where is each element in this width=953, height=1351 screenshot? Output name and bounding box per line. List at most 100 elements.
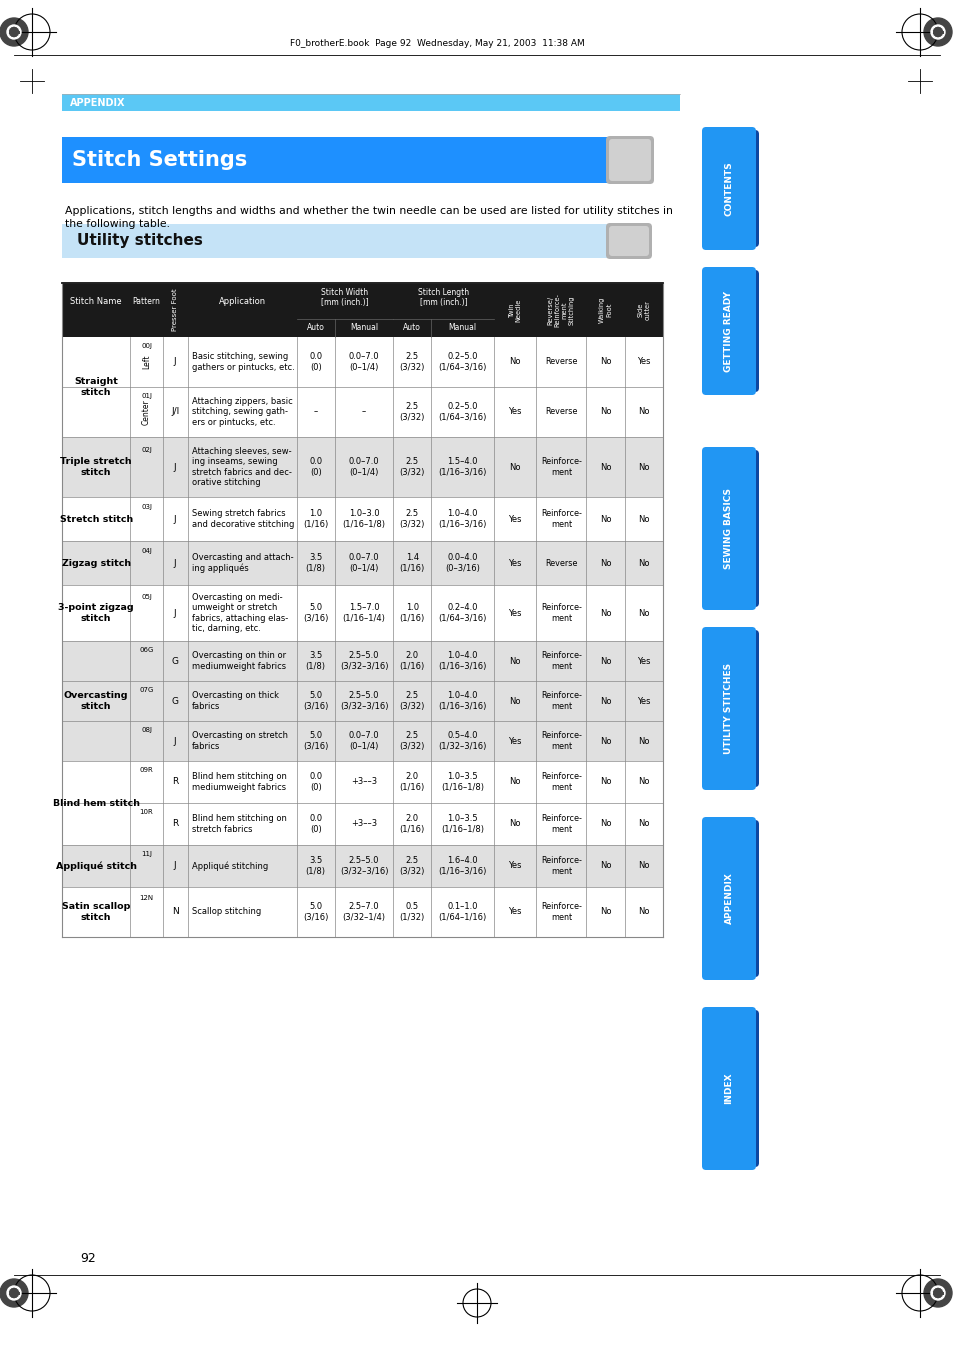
FancyBboxPatch shape bbox=[701, 127, 755, 250]
Bar bbox=[62, 336, 662, 436]
Text: Yes: Yes bbox=[508, 736, 521, 746]
Text: 0.0
(0): 0.0 (0) bbox=[309, 457, 322, 477]
Text: 03J: 03J bbox=[141, 504, 152, 509]
Text: 12N: 12N bbox=[139, 894, 153, 901]
Bar bbox=[62, 282, 662, 336]
Text: Overcasting and attach-
ing appliqués: Overcasting and attach- ing appliqués bbox=[192, 553, 294, 573]
Text: Attaching zippers, basic
stitching, sewing gath-
ers or pintucks, etc.: Attaching zippers, basic stitching, sewi… bbox=[192, 397, 293, 427]
Text: Triple stretch
stitch: Triple stretch stitch bbox=[60, 457, 132, 477]
Text: Presser Foot: Presser Foot bbox=[172, 289, 178, 331]
Text: Manual: Manual bbox=[448, 323, 476, 332]
Text: J: J bbox=[173, 358, 176, 366]
FancyBboxPatch shape bbox=[704, 130, 759, 247]
Text: 2.5–7.0
(3/32–1/4): 2.5–7.0 (3/32–1/4) bbox=[342, 902, 385, 921]
Text: No: No bbox=[599, 736, 611, 746]
Text: 1.6–4.0
(1/16–3/16): 1.6–4.0 (1/16–3/16) bbox=[438, 857, 486, 875]
Text: No: No bbox=[599, 777, 611, 786]
Text: Yes: Yes bbox=[508, 908, 521, 916]
Text: 1.0
(1/16): 1.0 (1/16) bbox=[399, 604, 424, 623]
Text: APPENDIX: APPENDIX bbox=[723, 873, 733, 924]
Text: Zigzag stitch: Zigzag stitch bbox=[62, 558, 131, 567]
Text: Reinforce-
ment: Reinforce- ment bbox=[540, 457, 581, 477]
Text: UTILITY STITCHES: UTILITY STITCHES bbox=[723, 663, 733, 754]
Text: 0.0–7.0
(0–1/4): 0.0–7.0 (0–1/4) bbox=[349, 731, 379, 751]
Text: Reverse/
Reinforce-
ment
Stitching: Reverse/ Reinforce- ment Stitching bbox=[547, 293, 575, 327]
Text: +3––3: +3––3 bbox=[351, 777, 376, 786]
Text: Twin
Needle: Twin Needle bbox=[508, 299, 521, 322]
Text: 2.5
(3/32): 2.5 (3/32) bbox=[399, 353, 425, 372]
Text: No: No bbox=[509, 657, 520, 666]
Text: 3-point zigzag
stitch: 3-point zigzag stitch bbox=[58, 604, 134, 623]
Text: No: No bbox=[638, 462, 649, 471]
Text: Blind hem stitching on
mediumweight fabrics: Blind hem stitching on mediumweight fabr… bbox=[192, 773, 287, 792]
Text: 0.1–1.0
(1/64–1/16): 0.1–1.0 (1/64–1/16) bbox=[438, 902, 486, 921]
Text: No: No bbox=[638, 820, 649, 828]
Text: 2.5
(3/32): 2.5 (3/32) bbox=[399, 857, 425, 875]
Text: 2.5
(3/32): 2.5 (3/32) bbox=[399, 403, 425, 422]
Text: Yes: Yes bbox=[508, 862, 521, 870]
FancyBboxPatch shape bbox=[701, 817, 755, 979]
Text: 0.5–4.0
(1/32–3/16): 0.5–4.0 (1/32–3/16) bbox=[438, 731, 486, 751]
Text: Utility stitches: Utility stitches bbox=[77, 234, 203, 249]
Text: J: J bbox=[173, 558, 176, 567]
Text: 02J: 02J bbox=[141, 447, 152, 453]
Text: G: G bbox=[172, 697, 178, 705]
Text: Yes: Yes bbox=[508, 408, 521, 416]
Text: 11J: 11J bbox=[141, 851, 152, 858]
FancyBboxPatch shape bbox=[608, 139, 650, 181]
Text: No: No bbox=[509, 777, 520, 786]
FancyBboxPatch shape bbox=[701, 1006, 755, 1170]
Text: Overcasting on medi-
umweight or stretch
fabrics, attaching elas-
tic, darning, : Overcasting on medi- umweight or stretch… bbox=[192, 593, 288, 634]
Text: 08J: 08J bbox=[141, 727, 152, 732]
Text: No: No bbox=[599, 408, 611, 416]
Text: No: No bbox=[599, 462, 611, 471]
Circle shape bbox=[930, 1286, 944, 1300]
Text: Stitch Settings: Stitch Settings bbox=[72, 150, 248, 170]
Text: J: J bbox=[173, 515, 176, 523]
Text: 0.0–7.0
(0–1/4): 0.0–7.0 (0–1/4) bbox=[349, 457, 379, 477]
Text: 1.5–4.0
(1/16–3/16): 1.5–4.0 (1/16–3/16) bbox=[438, 457, 486, 477]
Text: 1.0–4.0
(1/16–3/16): 1.0–4.0 (1/16–3/16) bbox=[438, 692, 486, 711]
FancyBboxPatch shape bbox=[605, 136, 654, 184]
Circle shape bbox=[7, 1286, 21, 1300]
Text: 2.5
(3/32): 2.5 (3/32) bbox=[399, 509, 425, 528]
Text: Satin scallop
stitch: Satin scallop stitch bbox=[62, 902, 131, 921]
FancyBboxPatch shape bbox=[605, 223, 651, 259]
Text: No: No bbox=[509, 358, 520, 366]
Text: Applications, stitch lengths and widths and whether the twin needle can be used : Applications, stitch lengths and widths … bbox=[65, 205, 672, 216]
FancyBboxPatch shape bbox=[701, 447, 755, 611]
Text: 3.5
(1/8): 3.5 (1/8) bbox=[305, 651, 325, 670]
Text: Stitch Name: Stitch Name bbox=[71, 296, 122, 305]
FancyBboxPatch shape bbox=[701, 267, 755, 394]
Text: 1.0–3.5
(1/16–1/8): 1.0–3.5 (1/16–1/8) bbox=[440, 815, 484, 834]
FancyBboxPatch shape bbox=[704, 820, 759, 977]
Text: 2.0
(1/16): 2.0 (1/16) bbox=[399, 651, 424, 670]
Text: 2.5
(3/32): 2.5 (3/32) bbox=[399, 457, 425, 477]
FancyBboxPatch shape bbox=[701, 627, 755, 790]
Text: Pattern: Pattern bbox=[132, 296, 160, 305]
Text: J: J bbox=[173, 608, 176, 617]
Text: Reinforce-
ment: Reinforce- ment bbox=[540, 651, 581, 670]
Text: 1.5–7.0
(1/16–1/4): 1.5–7.0 (1/16–1/4) bbox=[342, 604, 385, 623]
Text: 00J: 00J bbox=[141, 343, 152, 349]
Text: Blind hem stitch: Blind hem stitch bbox=[52, 798, 139, 808]
Text: 1.0–4.0
(1/16–3/16): 1.0–4.0 (1/16–3/16) bbox=[438, 509, 486, 528]
Text: 5.0
(3/16): 5.0 (3/16) bbox=[303, 604, 328, 623]
Text: J/I: J/I bbox=[171, 408, 179, 416]
Text: Overcasting on thin or
mediumweight fabrics: Overcasting on thin or mediumweight fabr… bbox=[192, 651, 286, 670]
Text: 0.0
(0): 0.0 (0) bbox=[309, 353, 322, 372]
Text: 2.5
(3/32): 2.5 (3/32) bbox=[399, 692, 425, 711]
Text: No: No bbox=[509, 697, 520, 705]
Text: 5.0
(3/16): 5.0 (3/16) bbox=[303, 692, 328, 711]
Text: Yes: Yes bbox=[508, 608, 521, 617]
Text: Yes: Yes bbox=[637, 697, 650, 705]
Text: Reverse: Reverse bbox=[544, 558, 577, 567]
Text: Reinforce-
ment: Reinforce- ment bbox=[540, 509, 581, 528]
Bar bbox=[62, 497, 662, 540]
Text: Stitch Width
[mm (inch.)]: Stitch Width [mm (inch.)] bbox=[321, 288, 368, 307]
Text: 05J: 05J bbox=[141, 594, 152, 600]
Circle shape bbox=[923, 18, 951, 46]
Circle shape bbox=[7, 26, 21, 39]
Text: 01J: 01J bbox=[141, 393, 152, 399]
Text: No: No bbox=[599, 515, 611, 523]
